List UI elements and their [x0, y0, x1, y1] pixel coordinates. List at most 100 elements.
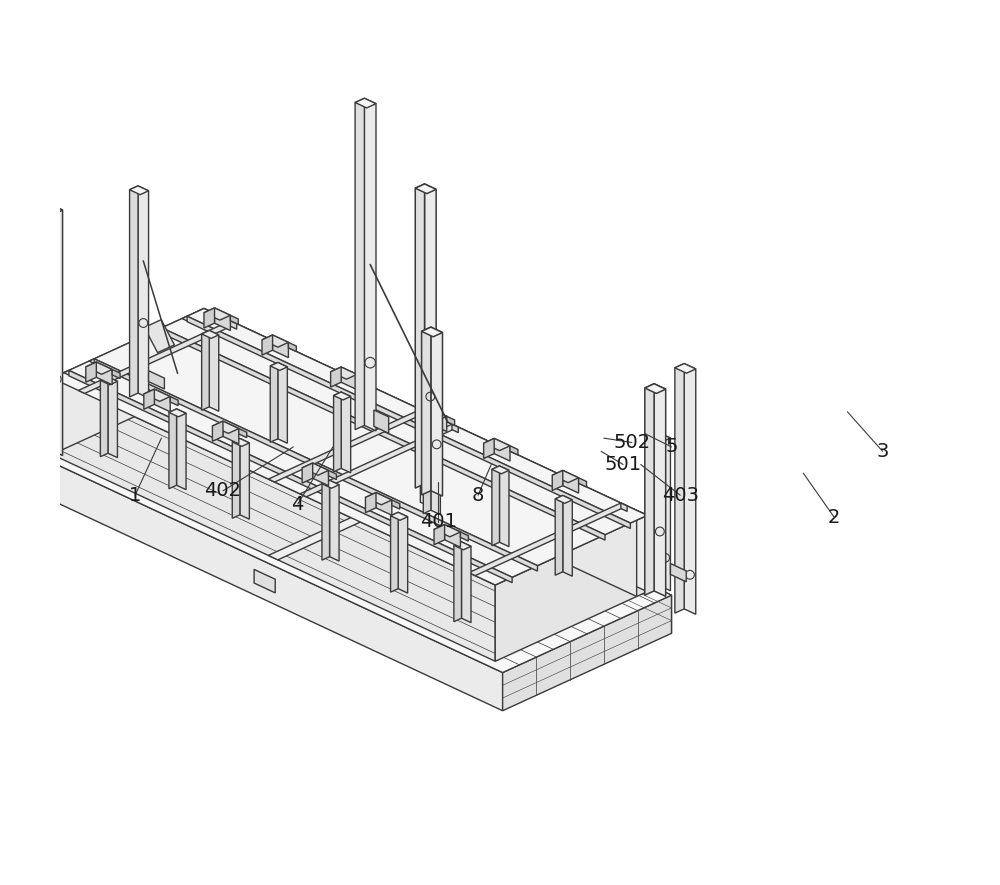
Polygon shape — [425, 184, 436, 489]
Polygon shape — [52, 378, 495, 661]
Polygon shape — [492, 466, 509, 473]
Polygon shape — [94, 358, 537, 571]
Polygon shape — [645, 384, 666, 394]
Polygon shape — [452, 424, 458, 433]
Polygon shape — [262, 335, 273, 355]
Polygon shape — [330, 481, 339, 561]
Polygon shape — [492, 466, 499, 546]
Polygon shape — [482, 509, 647, 585]
Polygon shape — [365, 493, 392, 504]
Polygon shape — [445, 525, 460, 547]
Polygon shape — [193, 313, 637, 596]
Polygon shape — [422, 327, 431, 495]
Polygon shape — [239, 428, 247, 438]
Polygon shape — [415, 184, 436, 194]
Polygon shape — [193, 309, 647, 520]
Polygon shape — [423, 434, 440, 442]
Polygon shape — [302, 463, 313, 483]
Polygon shape — [112, 369, 120, 379]
Polygon shape — [355, 98, 376, 108]
Polygon shape — [22, 180, 31, 429]
Polygon shape — [391, 512, 408, 520]
Polygon shape — [357, 374, 365, 383]
Polygon shape — [64, 371, 512, 580]
Polygon shape — [51, 204, 63, 456]
Polygon shape — [341, 392, 351, 473]
Polygon shape — [329, 471, 336, 480]
Polygon shape — [288, 342, 296, 351]
Polygon shape — [42, 204, 51, 454]
Polygon shape — [197, 373, 671, 634]
Polygon shape — [555, 496, 572, 504]
Polygon shape — [182, 316, 630, 526]
Text: 2: 2 — [828, 508, 840, 527]
Polygon shape — [31, 180, 43, 430]
Polygon shape — [552, 471, 579, 482]
Polygon shape — [322, 481, 330, 560]
Polygon shape — [28, 451, 503, 711]
Polygon shape — [254, 569, 275, 593]
Polygon shape — [204, 308, 230, 320]
Polygon shape — [212, 421, 239, 434]
Polygon shape — [552, 471, 563, 490]
Polygon shape — [651, 433, 660, 589]
Polygon shape — [162, 327, 605, 540]
Polygon shape — [434, 525, 445, 544]
Polygon shape — [454, 542, 461, 621]
Polygon shape — [209, 330, 219, 412]
Polygon shape — [69, 371, 512, 582]
Text: 402: 402 — [204, 481, 241, 500]
Polygon shape — [392, 500, 400, 509]
Polygon shape — [223, 421, 239, 443]
Polygon shape — [240, 438, 249, 519]
Polygon shape — [364, 98, 376, 431]
Polygon shape — [100, 377, 108, 457]
Polygon shape — [675, 364, 696, 373]
Polygon shape — [555, 496, 563, 575]
Polygon shape — [469, 503, 627, 575]
Polygon shape — [645, 384, 654, 596]
Polygon shape — [157, 327, 605, 537]
Polygon shape — [86, 362, 112, 374]
Text: 3: 3 — [876, 442, 889, 461]
Polygon shape — [149, 371, 164, 389]
Polygon shape — [431, 434, 440, 515]
Polygon shape — [503, 596, 671, 711]
Polygon shape — [563, 471, 579, 493]
Polygon shape — [398, 512, 408, 593]
Text: 4: 4 — [292, 495, 304, 513]
Polygon shape — [187, 316, 630, 528]
Polygon shape — [684, 364, 696, 614]
Polygon shape — [215, 308, 230, 330]
Polygon shape — [22, 180, 43, 189]
Text: 501: 501 — [605, 455, 642, 474]
Polygon shape — [484, 438, 510, 450]
Text: 401: 401 — [420, 512, 457, 531]
Polygon shape — [268, 410, 427, 482]
Polygon shape — [230, 315, 238, 325]
Polygon shape — [376, 493, 392, 515]
Polygon shape — [654, 384, 666, 596]
Polygon shape — [374, 410, 389, 434]
Polygon shape — [86, 362, 96, 382]
Polygon shape — [268, 486, 430, 560]
Polygon shape — [391, 512, 398, 592]
Polygon shape — [460, 532, 468, 541]
Polygon shape — [420, 410, 427, 418]
Polygon shape — [415, 184, 425, 489]
Polygon shape — [579, 478, 587, 487]
Polygon shape — [331, 367, 357, 379]
Polygon shape — [204, 308, 215, 328]
Polygon shape — [144, 389, 154, 409]
Polygon shape — [28, 373, 197, 489]
Polygon shape — [494, 438, 510, 461]
Polygon shape — [230, 320, 237, 329]
Polygon shape — [378, 490, 399, 514]
Polygon shape — [365, 493, 376, 512]
Polygon shape — [670, 564, 686, 581]
Polygon shape — [461, 542, 471, 623]
Text: 502: 502 — [613, 433, 650, 452]
Polygon shape — [138, 186, 149, 398]
Polygon shape — [302, 463, 329, 475]
Polygon shape — [660, 433, 670, 591]
